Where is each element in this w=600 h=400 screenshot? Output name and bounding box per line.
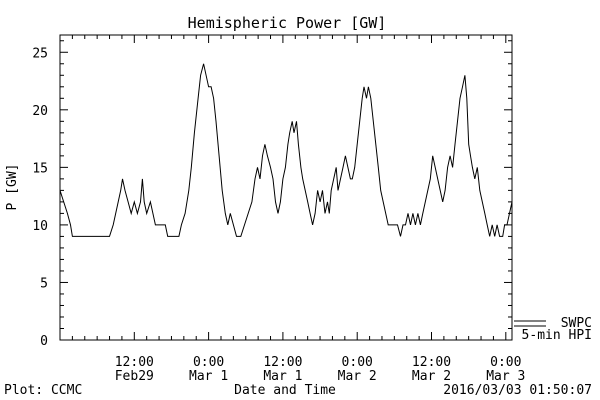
- x-tick-label-time: 12:00: [412, 355, 451, 370]
- chart-title: Hemispheric Power [GW]: [188, 14, 387, 32]
- y-axis: 0 5 10 15 20 25: [32, 40, 512, 349]
- x-tick-label-time: 0:00: [342, 355, 373, 370]
- legend-label-swpc: SWPC: [561, 316, 592, 331]
- series-line-5-min-hpi: [59, 63, 513, 237]
- y-tick-label: 25: [32, 46, 48, 61]
- x-tick-label-date: Feb29: [115, 369, 154, 384]
- plot-frame: [59, 34, 513, 341]
- x-axis-label: Date and Time: [234, 383, 336, 398]
- y-tick-label: 0: [40, 334, 48, 349]
- footer-timestamp: 2016/03/03 01:50:07: [443, 383, 592, 398]
- legend-label-hpi: 5-min HPI: [522, 328, 592, 343]
- x-tick-label-time: 12:00: [263, 355, 302, 370]
- x-tick-label-date: Mar 2: [338, 369, 377, 384]
- plot-area: [59, 34, 513, 341]
- x-tick-label-time: 0:00: [193, 355, 224, 370]
- x-tick-label-time: 12:00: [115, 355, 154, 370]
- y-tick-label: 15: [32, 161, 48, 176]
- y-tick-label: 20: [32, 104, 48, 119]
- x-tick-label-date: Mar 1: [263, 369, 302, 384]
- x-tick-label-date: Mar 3: [486, 369, 525, 384]
- x-tick-label-date: Mar 1: [189, 369, 228, 384]
- y-tick-label: 10: [32, 219, 48, 234]
- footer-plot-credit: Plot: CCMC: [4, 383, 82, 398]
- x-tick-label-date: Mar 2: [412, 369, 451, 384]
- x-tick-label-time: 0:00: [490, 355, 521, 370]
- y-axis-label: P [GW]: [5, 164, 20, 211]
- y-tick-label: 5: [40, 276, 48, 291]
